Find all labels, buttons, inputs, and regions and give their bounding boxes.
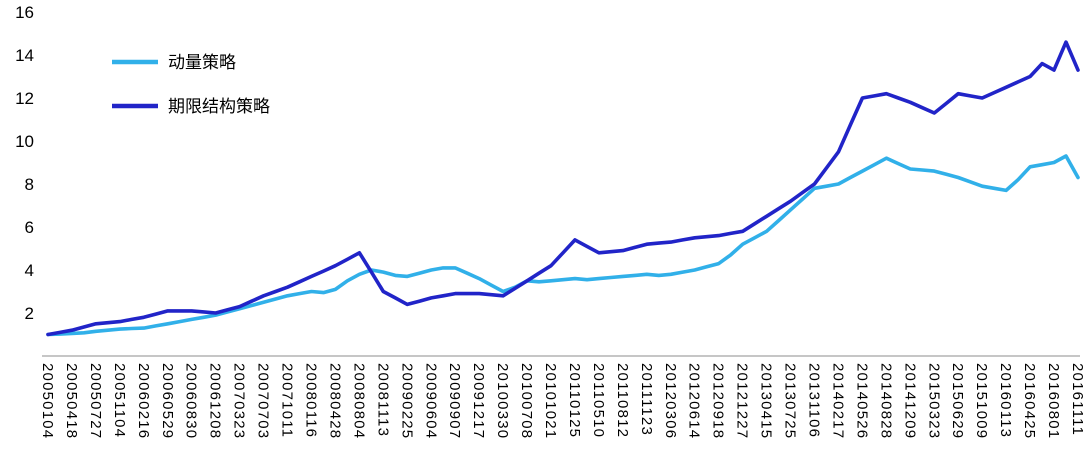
x-tick-label: 20050418 [63, 363, 80, 439]
x-tick-label: 20060216 [135, 363, 152, 439]
x-tick-label: 20150323 [925, 363, 942, 439]
x-tick-label: 20050727 [87, 363, 104, 439]
legend: 动量策略 期限结构策略 [112, 53, 270, 116]
legend-label-term-structure: 期限结构策略 [168, 97, 270, 116]
x-tick-label: 20060529 [159, 363, 176, 439]
x-tick-label: 20091217 [470, 363, 487, 439]
x-tick-label: 20120918 [710, 363, 727, 439]
term-structure-line [46, 40, 1080, 337]
y-tick-label: 12 [15, 89, 34, 108]
x-tick-label: 20080804 [350, 363, 367, 439]
y-axis-tick-labels: 16 14 12 10 8 6 4 2 [15, 3, 34, 323]
x-tick-label: 20070703 [255, 363, 272, 439]
x-tick-label: 20160425 [1021, 363, 1038, 439]
x-tick-label: 20050104 [39, 363, 56, 439]
x-tick-label: 20110125 [566, 363, 583, 438]
x-tick-label: 20160801 [1045, 363, 1062, 439]
x-tick-label: 20120306 [662, 363, 679, 439]
series-lines [46, 40, 1080, 337]
x-tick-label: 20140828 [877, 363, 894, 439]
x-tick-label: 20090225 [398, 363, 415, 439]
x-tick-label: 20110812 [614, 363, 631, 438]
y-tick-label: 2 [25, 304, 34, 323]
x-tick-label: 20160113 [997, 363, 1014, 438]
x-tick-label: 20080116 [303, 363, 320, 438]
x-tick-label: 20131106 [806, 363, 823, 438]
momentum-line [46, 154, 1080, 337]
x-tick-label: 20070323 [231, 363, 248, 439]
x-axis-tick-labels: 20050104 20050418 20050727 20051104 20060216… [39, 363, 1086, 439]
x-tick-label: 20150629 [949, 363, 966, 439]
x-tick-label: 20140217 [830, 363, 847, 439]
x-tick-label: 20061208 [207, 363, 224, 439]
x-tick-label: 20080428 [326, 363, 343, 439]
x-tick-label: 20081113 [374, 363, 391, 437]
x-tick-label: 20141209 [901, 363, 918, 439]
y-tick-label: 6 [25, 218, 34, 237]
x-tick-label: 20111123 [638, 363, 655, 436]
y-tick-label: 4 [25, 261, 34, 280]
x-tick-label: 20060830 [183, 363, 200, 439]
x-tick-label: 20071011 [279, 363, 296, 438]
x-tick-label: 20151009 [973, 363, 990, 439]
x-tick-label: 20051104 [111, 363, 128, 438]
x-tick-label: 20110510 [590, 363, 607, 438]
legend-label-momentum: 动量策略 [168, 53, 236, 72]
x-tick-label: 20130725 [782, 363, 799, 439]
x-tick-label: 20120614 [686, 363, 703, 439]
x-tick-label: 20130415 [758, 363, 775, 439]
x-tick-label: 20161111 [1069, 363, 1086, 436]
x-tick-label: 20100708 [518, 363, 535, 439]
x-tick-label: 20100330 [494, 363, 511, 439]
x-tick-label: 20090907 [446, 363, 463, 439]
x-tick-label: 20121227 [734, 363, 751, 439]
y-tick-label: 10 [15, 132, 34, 151]
x-tick-label: 20090604 [422, 363, 439, 439]
y-tick-label: 8 [25, 175, 34, 194]
y-tick-label: 14 [15, 46, 34, 65]
x-tick-label: 20101021 [542, 363, 559, 439]
y-tick-label: 16 [15, 3, 34, 22]
x-tick-label: 20140526 [853, 363, 870, 439]
